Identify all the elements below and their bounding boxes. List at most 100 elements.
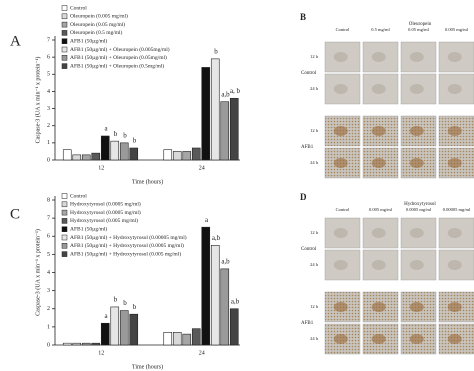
bar xyxy=(100,322,110,346)
legend-label: AFB1 (50µg/ml) + Hydroxytyrosol (0.00005… xyxy=(70,234,187,241)
significance-label: a xyxy=(205,216,209,224)
bar xyxy=(201,226,211,346)
cell-blob xyxy=(447,126,462,136)
y-tick-label: 7 xyxy=(47,216,50,222)
bar xyxy=(72,154,82,161)
bar xyxy=(91,342,101,346)
significance-label: b xyxy=(214,47,218,55)
legend-label: AFB1 (50µg/ml) + Hydroxytyrosol (0.0005 … xyxy=(70,242,184,249)
cell-blob xyxy=(409,52,424,62)
cell-blob xyxy=(409,260,424,270)
row-label: 24 h xyxy=(310,336,319,341)
y-tick-label: 4 xyxy=(47,89,50,95)
y-tick-label: 2 xyxy=(47,123,50,129)
row-label: 24 h xyxy=(310,262,319,267)
row-label: 12 h xyxy=(310,230,319,235)
bar xyxy=(129,313,139,346)
cell-blob xyxy=(371,228,386,238)
y-tick-label: 5 xyxy=(47,72,50,78)
column-label: Control xyxy=(336,27,351,32)
bar xyxy=(72,342,82,346)
bar xyxy=(210,245,220,346)
legend-swatch xyxy=(61,21,68,28)
cell-blob xyxy=(447,158,462,168)
legend-swatch xyxy=(61,193,68,199)
legend-label: AFB1 (50µg/ml) + Hydroxytyrosol (0.005 m… xyxy=(70,250,181,257)
y-tick-label: 8 xyxy=(47,197,50,203)
legend-label: Control xyxy=(70,193,87,199)
bar xyxy=(182,333,192,346)
row-label: 12 h xyxy=(310,304,319,309)
significance-label: a xyxy=(104,125,108,133)
legend-label: Hydroxytyrosol (0.005 mg/ml) xyxy=(70,217,138,224)
x-tick-label: 24 xyxy=(199,350,205,356)
legend-label: AFB1 (50µg/ml) + Oleuropein (0.05mg/ml) xyxy=(70,54,167,61)
significance-label: b xyxy=(114,296,118,304)
legend-swatch xyxy=(61,201,68,208)
bar xyxy=(220,268,230,346)
legend-swatch xyxy=(61,251,68,257)
cell-blob xyxy=(409,228,424,238)
y-tick-label: 3 xyxy=(47,106,50,112)
cell-blob xyxy=(447,228,462,238)
legend-swatch xyxy=(61,209,68,216)
cell-blob xyxy=(409,334,424,344)
y-tick-label: 3 xyxy=(47,288,50,294)
cell-blob xyxy=(333,228,348,238)
group-label: AFB1 xyxy=(301,321,314,326)
y-tick-label: 4 xyxy=(47,270,50,276)
y-tick-label: 6 xyxy=(47,234,50,240)
cell-blob xyxy=(333,334,348,344)
x-tick-label: 12 xyxy=(98,165,104,171)
significance-label: b xyxy=(114,130,118,138)
legend-swatch xyxy=(61,38,68,44)
row-label: 24 h xyxy=(310,160,319,165)
bar xyxy=(201,67,211,161)
cell-blob xyxy=(371,52,386,62)
significance-label: a, b xyxy=(230,87,241,95)
cell-blob xyxy=(333,260,348,270)
cell-blob xyxy=(371,158,386,168)
significance-label: a,b xyxy=(231,297,240,305)
y-tick-label: 7 xyxy=(47,37,50,43)
cell-blob xyxy=(447,52,462,62)
bar xyxy=(229,308,239,346)
cell-blob xyxy=(333,302,348,312)
x-axis-label: Time (hours) xyxy=(132,178,163,185)
bar xyxy=(119,310,129,346)
significance-label: a,b xyxy=(221,257,230,265)
micrograph xyxy=(438,291,474,323)
bar xyxy=(220,101,230,161)
bar xyxy=(172,151,182,161)
legend-label: Control xyxy=(70,5,87,11)
panel-label: A xyxy=(10,33,21,49)
bar xyxy=(62,149,72,161)
bar xyxy=(210,58,220,161)
cell-blob xyxy=(371,84,386,94)
legend-label: Hydroxytyrosol (0.0005 mg/ml) xyxy=(70,201,141,208)
column-label: 0.5 mg/ml xyxy=(371,27,390,32)
y-tick-label: 0 xyxy=(47,342,50,348)
significance-label: a,b xyxy=(221,90,230,98)
legend-swatch xyxy=(61,46,68,53)
significance-label: b xyxy=(133,303,137,311)
panel-label: B xyxy=(300,12,306,22)
y-tick-label: 1 xyxy=(47,324,50,330)
bar xyxy=(172,332,182,346)
micrograph xyxy=(362,73,399,105)
y-tick-label: 2 xyxy=(47,306,50,312)
legend-swatch xyxy=(61,55,68,61)
bar xyxy=(110,140,120,161)
legend-label: AFB1 (50µg/ml) xyxy=(70,225,107,232)
bar xyxy=(100,135,110,161)
cell-blob xyxy=(333,158,348,168)
cell-blob xyxy=(447,302,462,312)
cell-blob xyxy=(447,84,462,94)
cell-blob xyxy=(333,126,348,136)
legend-swatch xyxy=(61,218,68,224)
group-label: Control xyxy=(301,71,317,76)
bar xyxy=(191,328,201,346)
y-axis-label: Caspase-3 (UA x min⁻¹ x protein⁻¹) xyxy=(34,229,41,316)
cell-blob xyxy=(409,126,424,136)
